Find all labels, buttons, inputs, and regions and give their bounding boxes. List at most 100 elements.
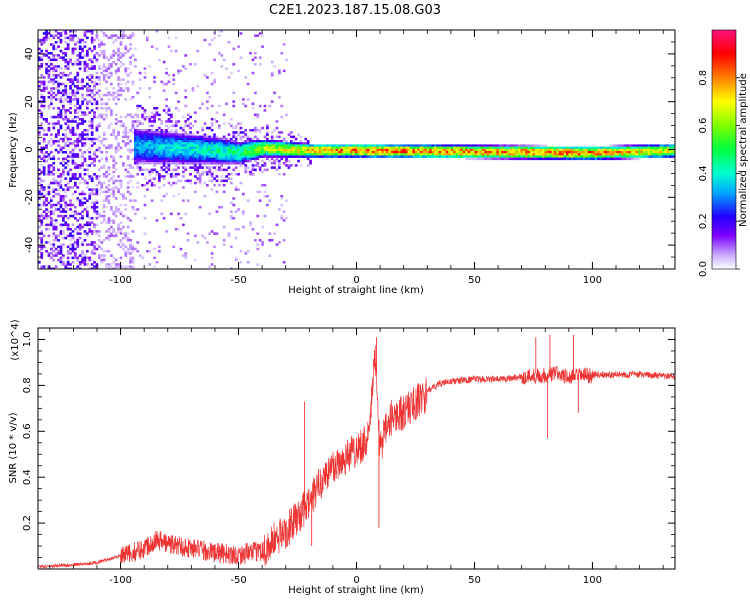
spectrogram-cell: [210, 142, 214, 145]
spectrogram-cell: [285, 159, 288, 163]
spectrogram-cell: [117, 52, 120, 55]
spectrogram-cell: [232, 63, 236, 66]
spectrogram-cell: [174, 129, 178, 132]
spectrogram-cell: [52, 203, 56, 207]
spectrogram-cell: [45, 192, 48, 196]
spectrogram-cell: [302, 144, 305, 147]
spectrogram-cell: [165, 148, 168, 152]
spectrogram-cell: [280, 115, 284, 119]
spectrogram-cell: [203, 170, 207, 174]
spectrogram-cell: [374, 153, 377, 156]
spectrogram-cell: [76, 124, 80, 128]
spectrogram-cell: [453, 151, 456, 154]
spectrogram-cell: [76, 107, 80, 110]
spectrogram-cell: [59, 195, 63, 198]
spectrogram-cell: [242, 155, 245, 158]
spectrogram-cell: [323, 155, 327, 158]
spectrogram-cell: [611, 155, 615, 158]
spectrogram-cell: [40, 104, 44, 108]
spectrogram-cell: [102, 175, 106, 178]
spectrogram-cell: [446, 155, 449, 158]
spectrogram-cell: [189, 181, 192, 185]
spectrogram-cell: [186, 133, 190, 136]
spectrogram-cell: [59, 181, 63, 185]
spectrogram-cell: [194, 135, 197, 139]
spectrogram-cell: [165, 155, 168, 158]
spectrogram-cell: [179, 153, 183, 156]
spectrogram-cell: [201, 153, 204, 156]
spectrogram-cell: [62, 164, 65, 167]
spectrogram-cell: [40, 111, 44, 114]
spectrogram-cell: [162, 162, 166, 165]
spectrogram-cell: [626, 157, 629, 161]
spectrogram-cell: [95, 217, 99, 220]
spectrogram-cell: [340, 148, 344, 152]
spectrogram-cell: [642, 148, 646, 152]
spectrogram-cell: [400, 146, 404, 150]
spectrogram-cell: [520, 153, 524, 156]
spectrogram-cell: [42, 210, 46, 213]
spectrogram-cell: [98, 45, 101, 48]
spectrogram-cell: [131, 80, 135, 84]
spectrogram-cell: [398, 155, 401, 158]
spectrogram-cell: [45, 146, 48, 150]
spectrogram-cell: [76, 122, 80, 125]
spectrogram-cell: [213, 80, 216, 84]
spectrogram-cell: [160, 153, 164, 156]
spectrogram-cell: [626, 155, 629, 158]
spectrogram-cell: [172, 245, 176, 249]
spectrogram-cell: [66, 63, 70, 66]
spectrogram-cell: [57, 111, 60, 114]
spectrogram-cell: [162, 177, 166, 180]
spectrogram-cell: [402, 148, 406, 152]
spectrogram-cell: [501, 151, 504, 154]
spectrogram-cell: [347, 148, 351, 152]
spectrogram-cell: [126, 239, 130, 242]
spectrogram-cell: [270, 71, 274, 75]
spectrogram-cell: [74, 85, 77, 88]
spectrogram-cell: [578, 148, 581, 152]
spectrogram-cell: [496, 151, 500, 154]
spectrogram-cell: [299, 146, 303, 150]
spectrogram-cell: [220, 153, 224, 156]
spectrogram-cell: [78, 212, 82, 216]
spectrogram-cell: [50, 137, 53, 141]
spectrogram-cell: [81, 133, 84, 136]
spectrogram-cell: [275, 168, 279, 172]
spectrogram-cell: [426, 144, 430, 147]
spectrogram-cell: [62, 91, 65, 95]
spectrogram-cell: [237, 148, 240, 152]
spectrogram-cell: [143, 118, 147, 121]
spectrogram-cell: [131, 247, 135, 251]
spectrogram-cell: [76, 144, 80, 147]
spectrogram-cell: [189, 157, 192, 161]
spectrogram-cell: [465, 144, 468, 147]
spectrogram-cell: [213, 153, 216, 156]
spectrogram-cell: [40, 241, 44, 244]
spectrogram-cell: [98, 230, 101, 233]
spectrogram-cell: [83, 157, 87, 161]
spectrogram-cell: [47, 168, 51, 172]
spectrogram-cell: [76, 102, 80, 106]
spectrogram-cell: [335, 144, 339, 147]
spectrogram-cell: [64, 177, 68, 180]
spectrogram-cell: [45, 217, 48, 220]
spectrogram-cell: [98, 256, 101, 260]
spectrogram-cell: [246, 146, 250, 150]
spectrogram-cell: [122, 265, 125, 268]
spectrogram-cell: [474, 157, 478, 161]
spectrogram-cell: [189, 133, 192, 136]
spectrogram-cell: [129, 219, 132, 222]
spectrogram-cell: [105, 197, 108, 200]
spectrogram-cell: [62, 146, 65, 150]
spectrogram-cell: [177, 166, 180, 169]
spectrogram-cell: [54, 181, 58, 185]
spectrogram-cell: [515, 151, 519, 154]
spectrogram-cell: [203, 151, 207, 154]
spectrogram-cell: [494, 157, 497, 161]
spectrogram-cell: [153, 140, 156, 143]
spectrogram-cell: [347, 144, 351, 147]
spectrogram-cell: [124, 135, 128, 139]
spectrogram-cell: [299, 148, 303, 152]
spectrogram-cell: [76, 100, 80, 103]
